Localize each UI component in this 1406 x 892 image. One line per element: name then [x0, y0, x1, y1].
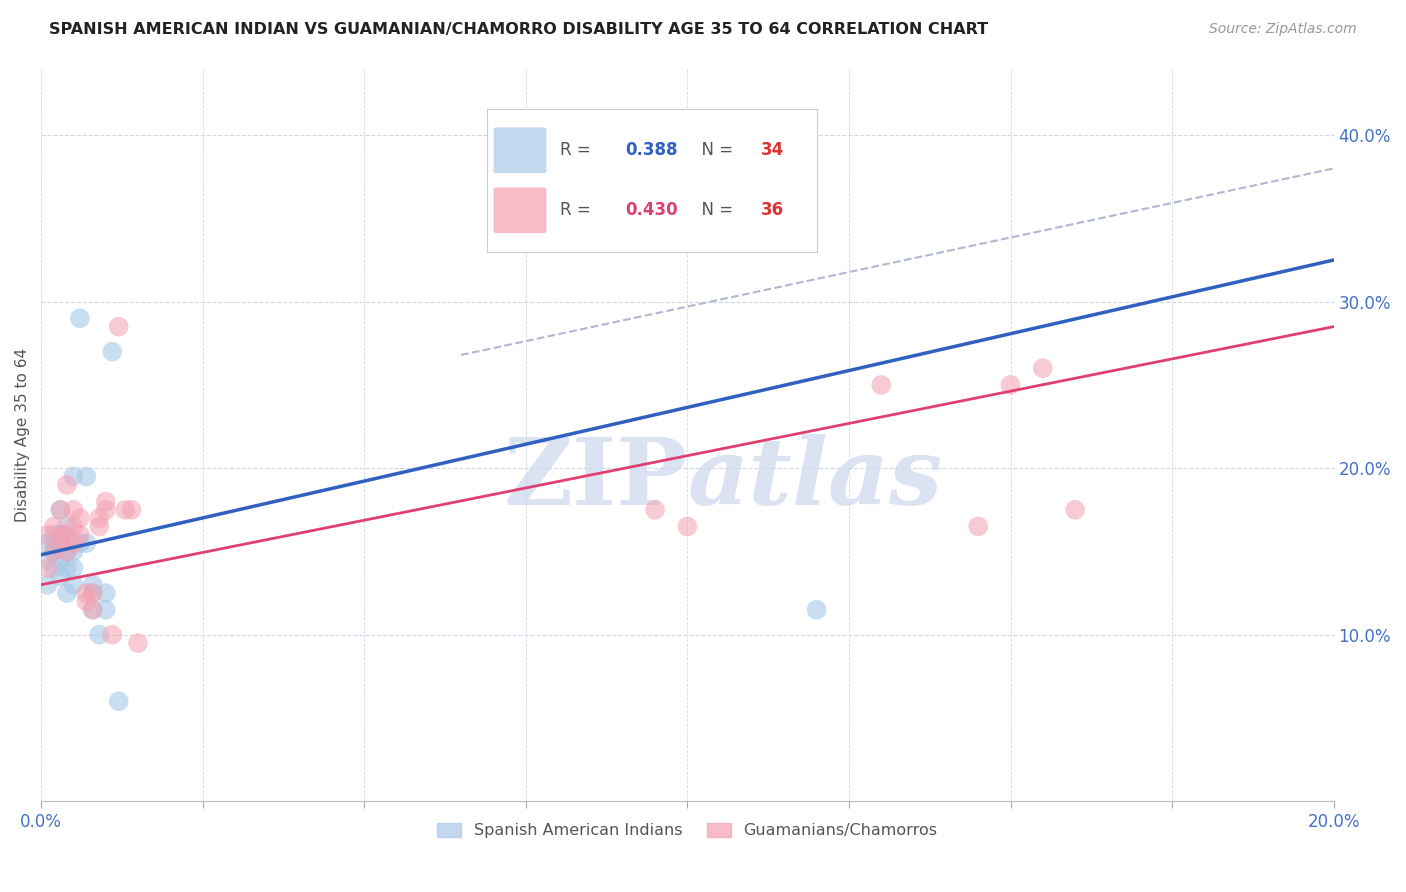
- Point: [49, 569, 72, 583]
- Point: [37, 536, 59, 550]
- Point: [56, 586, 79, 600]
- Point: [89, 511, 111, 525]
- Point: [94, 586, 117, 600]
- Point: [107, 319, 129, 334]
- Point: [62, 578, 84, 592]
- Point: [62, 469, 84, 483]
- Point: [42, 536, 65, 550]
- Point: [62, 561, 84, 575]
- Text: Source: ZipAtlas.com: Source: ZipAtlas.com: [1209, 22, 1357, 37]
- Point: [114, 503, 136, 517]
- Point: [56, 561, 79, 575]
- Y-axis label: Disability Age 35 to 64: Disability Age 35 to 64: [15, 348, 30, 522]
- Point: [870, 378, 893, 392]
- Point: [82, 586, 104, 600]
- Point: [806, 603, 828, 617]
- Point: [62, 519, 84, 533]
- Text: ZIP: ZIP: [503, 434, 688, 524]
- Point: [69, 536, 91, 550]
- Point: [56, 544, 79, 558]
- Point: [62, 544, 84, 558]
- Point: [69, 511, 91, 525]
- Point: [1000, 378, 1022, 392]
- Point: [82, 586, 104, 600]
- Point: [75, 469, 97, 483]
- Point: [37, 528, 59, 542]
- Text: atlas: atlas: [688, 434, 942, 524]
- Point: [94, 494, 117, 508]
- Point: [1032, 361, 1054, 376]
- Point: [107, 694, 129, 708]
- Point: [89, 628, 111, 642]
- Point: [82, 603, 104, 617]
- Point: [42, 561, 65, 575]
- Point: [121, 503, 143, 517]
- Point: [75, 594, 97, 608]
- Point: [42, 528, 65, 542]
- Point: [1064, 503, 1087, 517]
- Point: [75, 586, 97, 600]
- Point: [127, 636, 149, 650]
- Point: [56, 528, 79, 542]
- Point: [49, 528, 72, 542]
- Point: [69, 528, 91, 542]
- Point: [69, 311, 91, 326]
- Point: [62, 503, 84, 517]
- Point: [37, 561, 59, 575]
- Point: [94, 603, 117, 617]
- Point: [101, 344, 124, 359]
- Point: [49, 503, 72, 517]
- Point: [644, 211, 666, 226]
- Point: [56, 544, 79, 558]
- Text: SPANISH AMERICAN INDIAN VS GUAMANIAN/CHAMORRO DISABILITY AGE 35 TO 64 CORRELATIO: SPANISH AMERICAN INDIAN VS GUAMANIAN/CHA…: [49, 22, 988, 37]
- Point: [49, 553, 72, 567]
- Point: [644, 503, 666, 517]
- Point: [49, 536, 72, 550]
- Point: [82, 578, 104, 592]
- Point: [94, 503, 117, 517]
- Point: [967, 519, 990, 533]
- Point: [82, 603, 104, 617]
- Point: [89, 519, 111, 533]
- Point: [49, 528, 72, 542]
- Point: [49, 503, 72, 517]
- Point: [37, 578, 59, 592]
- Point: [676, 519, 699, 533]
- Point: [49, 536, 72, 550]
- Point: [56, 478, 79, 492]
- Point: [741, 145, 763, 159]
- Legend: Spanish American Indians, Guamanians/Chamorros: Spanish American Indians, Guamanians/Cha…: [432, 816, 943, 845]
- Point: [62, 536, 84, 550]
- Point: [37, 553, 59, 567]
- Point: [56, 519, 79, 533]
- Point: [42, 544, 65, 558]
- Point: [42, 519, 65, 533]
- Point: [42, 544, 65, 558]
- Point: [75, 536, 97, 550]
- Point: [101, 628, 124, 642]
